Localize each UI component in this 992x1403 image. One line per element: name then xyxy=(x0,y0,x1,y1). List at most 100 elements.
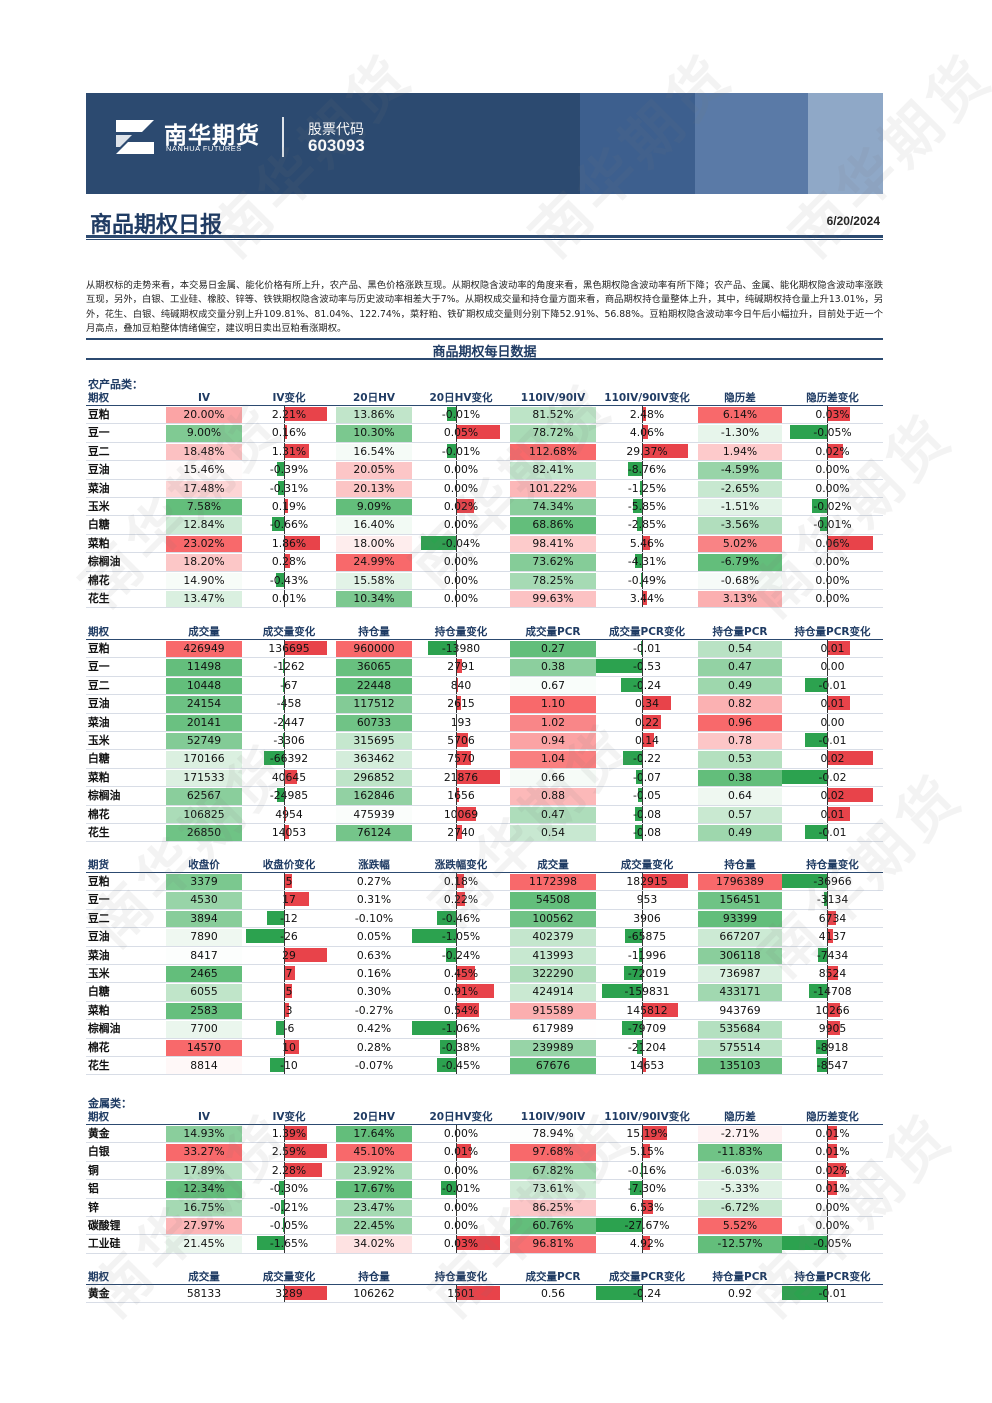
cell-value: 106262 xyxy=(353,1287,395,1300)
cell-value: 0.00% xyxy=(443,573,479,587)
bar-axis xyxy=(827,731,829,750)
cell-value: -0.01% xyxy=(441,1182,481,1196)
cell-value: 17.64% xyxy=(353,1127,395,1140)
heatmap-cell: 17.64% xyxy=(336,1126,412,1143)
row-name: 菜油 xyxy=(88,948,110,962)
cell-value: 0.27 xyxy=(540,642,566,655)
cell-value: 0.02% xyxy=(815,1163,850,1177)
databar-cell: 29.37% xyxy=(596,442,698,461)
cell-value: 93399 xyxy=(722,911,758,925)
cell-value: 0.30% xyxy=(356,985,392,999)
negative-bar xyxy=(816,1039,828,1054)
row-label-cell: 黄金 xyxy=(86,1285,166,1302)
row-name: 白糖 xyxy=(88,518,110,532)
column-header: 隐历差变化 xyxy=(806,392,859,404)
positive-bar xyxy=(284,769,297,784)
negative-bar xyxy=(276,788,285,803)
bar-axis xyxy=(284,1216,286,1235)
heatmap-cell: 943769 xyxy=(698,1002,782,1020)
databar-cell: -12 xyxy=(242,909,336,928)
table-row: 菜粕 2583 3 -0.27% 0.54% 915589 145812 943769 1026… xyxy=(86,1001,883,1021)
bar-axis xyxy=(456,1143,458,1161)
databar-cell: 0.01% xyxy=(412,1143,510,1161)
bar-axis xyxy=(284,731,286,750)
row-label-cell: 豆二 xyxy=(86,443,166,460)
databar-cell: -3306 xyxy=(242,731,336,750)
cell-value: 0.28% xyxy=(356,1040,392,1054)
databar-cell: 193 xyxy=(412,713,510,731)
databar-cell: -8547 xyxy=(782,1056,883,1075)
cell-value: -0.30% xyxy=(269,1182,309,1196)
databar-cell: 0.00% xyxy=(782,571,883,589)
cell-value: -10 xyxy=(280,1058,298,1072)
bar-axis xyxy=(284,1235,286,1253)
negative-bar xyxy=(819,517,828,532)
positive-bar xyxy=(456,1002,479,1017)
column-header: 成交量PCR变化 xyxy=(609,626,685,638)
bar-axis xyxy=(456,479,458,497)
negative-bar xyxy=(782,1236,828,1251)
databar-cell: 0.05% xyxy=(412,424,510,442)
positive-bar xyxy=(284,1162,322,1177)
cell-value: 0.64 xyxy=(727,789,753,803)
cell-value: 296852 xyxy=(353,770,395,784)
negative-bar xyxy=(440,1039,457,1054)
cell-value: -26 xyxy=(280,930,298,944)
negative-bar xyxy=(283,1217,285,1232)
cell-value: -66392 xyxy=(269,752,309,766)
heatmap-cell: 23.47% xyxy=(336,1199,412,1216)
bar-axis xyxy=(827,1198,829,1216)
row-name: 豆粕 xyxy=(88,408,110,421)
negative-bar xyxy=(601,984,642,999)
databar-cell: -2.85% xyxy=(596,516,698,534)
heatmap-cell: 17.48% xyxy=(166,480,242,497)
positive-bar xyxy=(284,947,327,962)
bar-axis xyxy=(641,750,643,768)
bar-axis xyxy=(284,442,286,461)
databar-cell: -0.43% xyxy=(242,571,336,589)
plain-cell: 0.27% xyxy=(336,873,412,890)
negative-bar xyxy=(640,641,642,655)
cell-value: 0.67 xyxy=(540,678,566,692)
cell-value: 1.04 xyxy=(540,752,566,766)
cell-value: 0.01 xyxy=(820,697,845,711)
positive-bar xyxy=(284,1286,327,1300)
bar-axis xyxy=(456,553,458,571)
positive-bar xyxy=(641,535,651,550)
bar-axis xyxy=(284,909,286,928)
table-row: 棉花 14.90% -0.43% 15.58% 0.00% 78.25% -0.49% -0.… xyxy=(86,571,883,590)
row-name: 玉米 xyxy=(88,733,110,747)
heatmap-cell: 16.40% xyxy=(336,517,412,534)
databar-cell: -0.02% xyxy=(782,497,883,516)
heatmap-cell: -12.57% xyxy=(698,1236,782,1253)
cell-value: 322290 xyxy=(532,966,574,980)
databar-cell: -5.85% xyxy=(596,497,698,516)
cell-value: -8.76% xyxy=(627,463,667,477)
databar-cell: -11996 xyxy=(596,946,698,964)
table-row: 棉花 14570 10 0.28% -0.38% 239989 -21204 575514 -8… xyxy=(86,1038,883,1057)
row-label-cell: 棕榈油 xyxy=(86,1020,166,1037)
heatmap-cell: 18.20% xyxy=(166,554,242,571)
cell-value: 14653 xyxy=(629,1058,665,1072)
databar-cell: 0.00% xyxy=(412,589,510,608)
cell-value: 0.92 xyxy=(727,1287,753,1300)
heatmap-cell: 0.49 xyxy=(698,824,782,842)
cell-value: -72019 xyxy=(627,966,667,980)
databar-cell: -0.01 xyxy=(782,731,883,750)
bar-axis xyxy=(284,676,286,695)
databar-cell: 0.00% xyxy=(412,1161,510,1180)
heatmap-cell: 17.89% xyxy=(166,1162,242,1180)
positive-bar xyxy=(827,1021,840,1036)
positive-bar xyxy=(456,1144,471,1159)
heatmap-cell: 7700 xyxy=(166,1021,242,1038)
column-header: 110IV/90IV xyxy=(520,392,586,404)
cell-value: 0.01% xyxy=(815,1145,850,1159)
databar-cell: 0.00% xyxy=(412,1216,510,1235)
cell-value: -2.71% xyxy=(720,1127,760,1140)
negative-bar xyxy=(246,929,285,944)
bar-axis xyxy=(284,713,286,731)
bar-axis xyxy=(456,1161,458,1180)
cell-value: 145812 xyxy=(626,1003,668,1017)
heatmap-cell: 433171 xyxy=(698,984,782,1001)
cell-value: 0.45% xyxy=(443,966,479,980)
